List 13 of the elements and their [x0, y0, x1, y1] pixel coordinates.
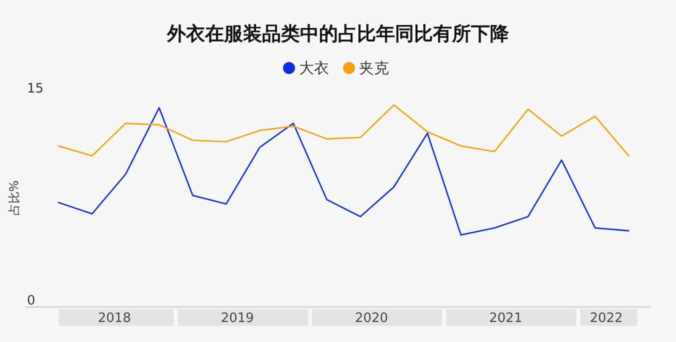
y-tick-label: 0: [27, 294, 36, 308]
x-tick-label: 2018: [98, 311, 131, 326]
x-tick-label: 2020: [354, 311, 388, 326]
y-tick-label: 15: [27, 82, 44, 96]
line-series: [58, 107, 630, 236]
line-series: [58, 104, 630, 157]
chart-title: 外衣在服装品类中的占比年同比有所下降: [166, 23, 510, 45]
legend-label: 夹克: [359, 59, 389, 77]
x-tick-label: 2021: [489, 311, 522, 326]
y-axis-title: 占比%: [7, 180, 21, 216]
x-tick-label: 2019: [220, 311, 254, 326]
legend-label: 大衣: [299, 59, 329, 77]
x-tick-label: 2022: [590, 311, 623, 326]
